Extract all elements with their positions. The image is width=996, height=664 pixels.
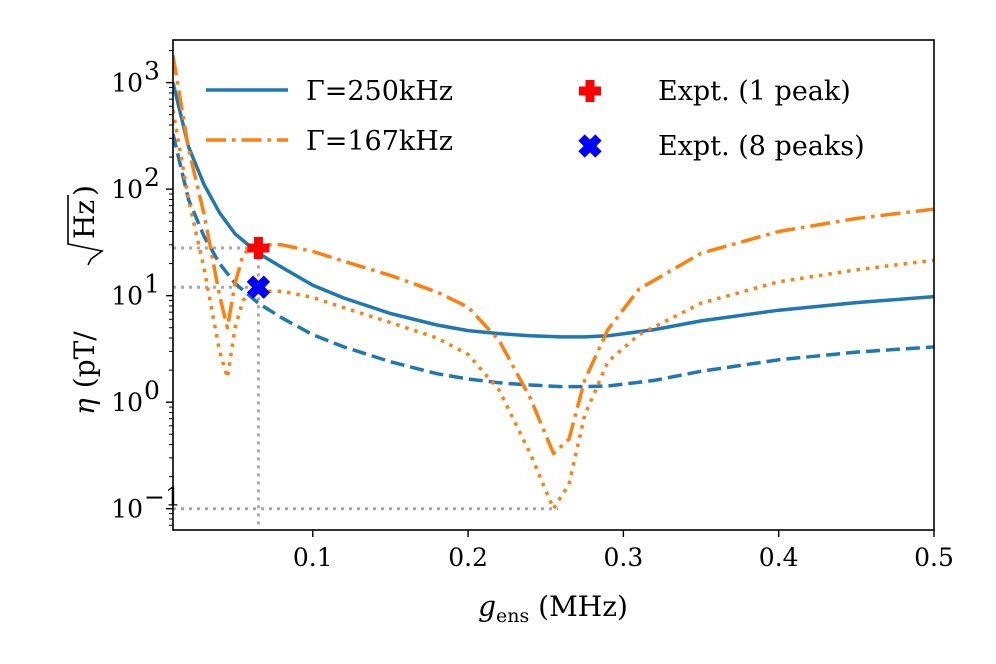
legend-label-expt-1-peak: Expt. (1 peak) [658,76,851,107]
svg-text:η(pT/: η(pT/ [68,331,101,415]
axes-frame [172,39,935,531]
series-line-dashdot [173,55,934,456]
y-tick-exponent: 3 [144,57,160,86]
legend-marker-expt-8-peaks [578,134,602,158]
legend-label-gamma-167: Γ=167kHz [306,126,453,157]
expt-marker-1-peak [247,237,270,260]
series-line-solid [173,82,934,339]
svg-text:Hz: Hz [68,200,101,239]
y-axis-label: η(pT/ Hz ) [67,185,104,415]
y-tick-label: 10 [111,495,143,524]
y-tick-exponent: 1 [144,270,160,299]
x-tick-label: 0.3 [604,543,644,572]
expt-marker-8-peaks [246,275,271,299]
y-tick-exponent: 0 [144,376,160,405]
x-tick-label: 0.2 [448,543,488,572]
x-tick-label: 0.5 [914,543,954,572]
legend-label-gamma-250: Γ=250kHz [306,76,453,107]
y-tick-label: 10 [111,69,143,98]
y-tick-label: 10 [111,175,143,204]
legend-marker-expt-1-peak [579,80,601,102]
x-tick-label: 0.4 [759,543,799,572]
y-tick-exponent: 2 [144,163,160,192]
legend-label-expt-8-peaks: Expt. (8 peaks) [658,131,865,162]
plot-area [173,55,934,530]
x-axis-label: gens (MHz) [478,590,628,627]
legend: Γ=250kHz Γ=167kHz Expt. (1 peak) Expt. (… [206,76,865,162]
sqrt-sign [67,195,104,266]
series-line-dotted [173,110,934,511]
svg-text:): ) [68,185,101,196]
y-tick-label: 10 [111,282,143,311]
series-line-dashed [173,133,934,389]
y-tick-exponent: −1 [144,483,181,512]
y-tick-label: 10 [111,388,143,417]
x-tick-label: 0.1 [293,543,333,572]
x-axis: 0.1 0.2 0.3 0.4 0.5 [293,530,954,572]
